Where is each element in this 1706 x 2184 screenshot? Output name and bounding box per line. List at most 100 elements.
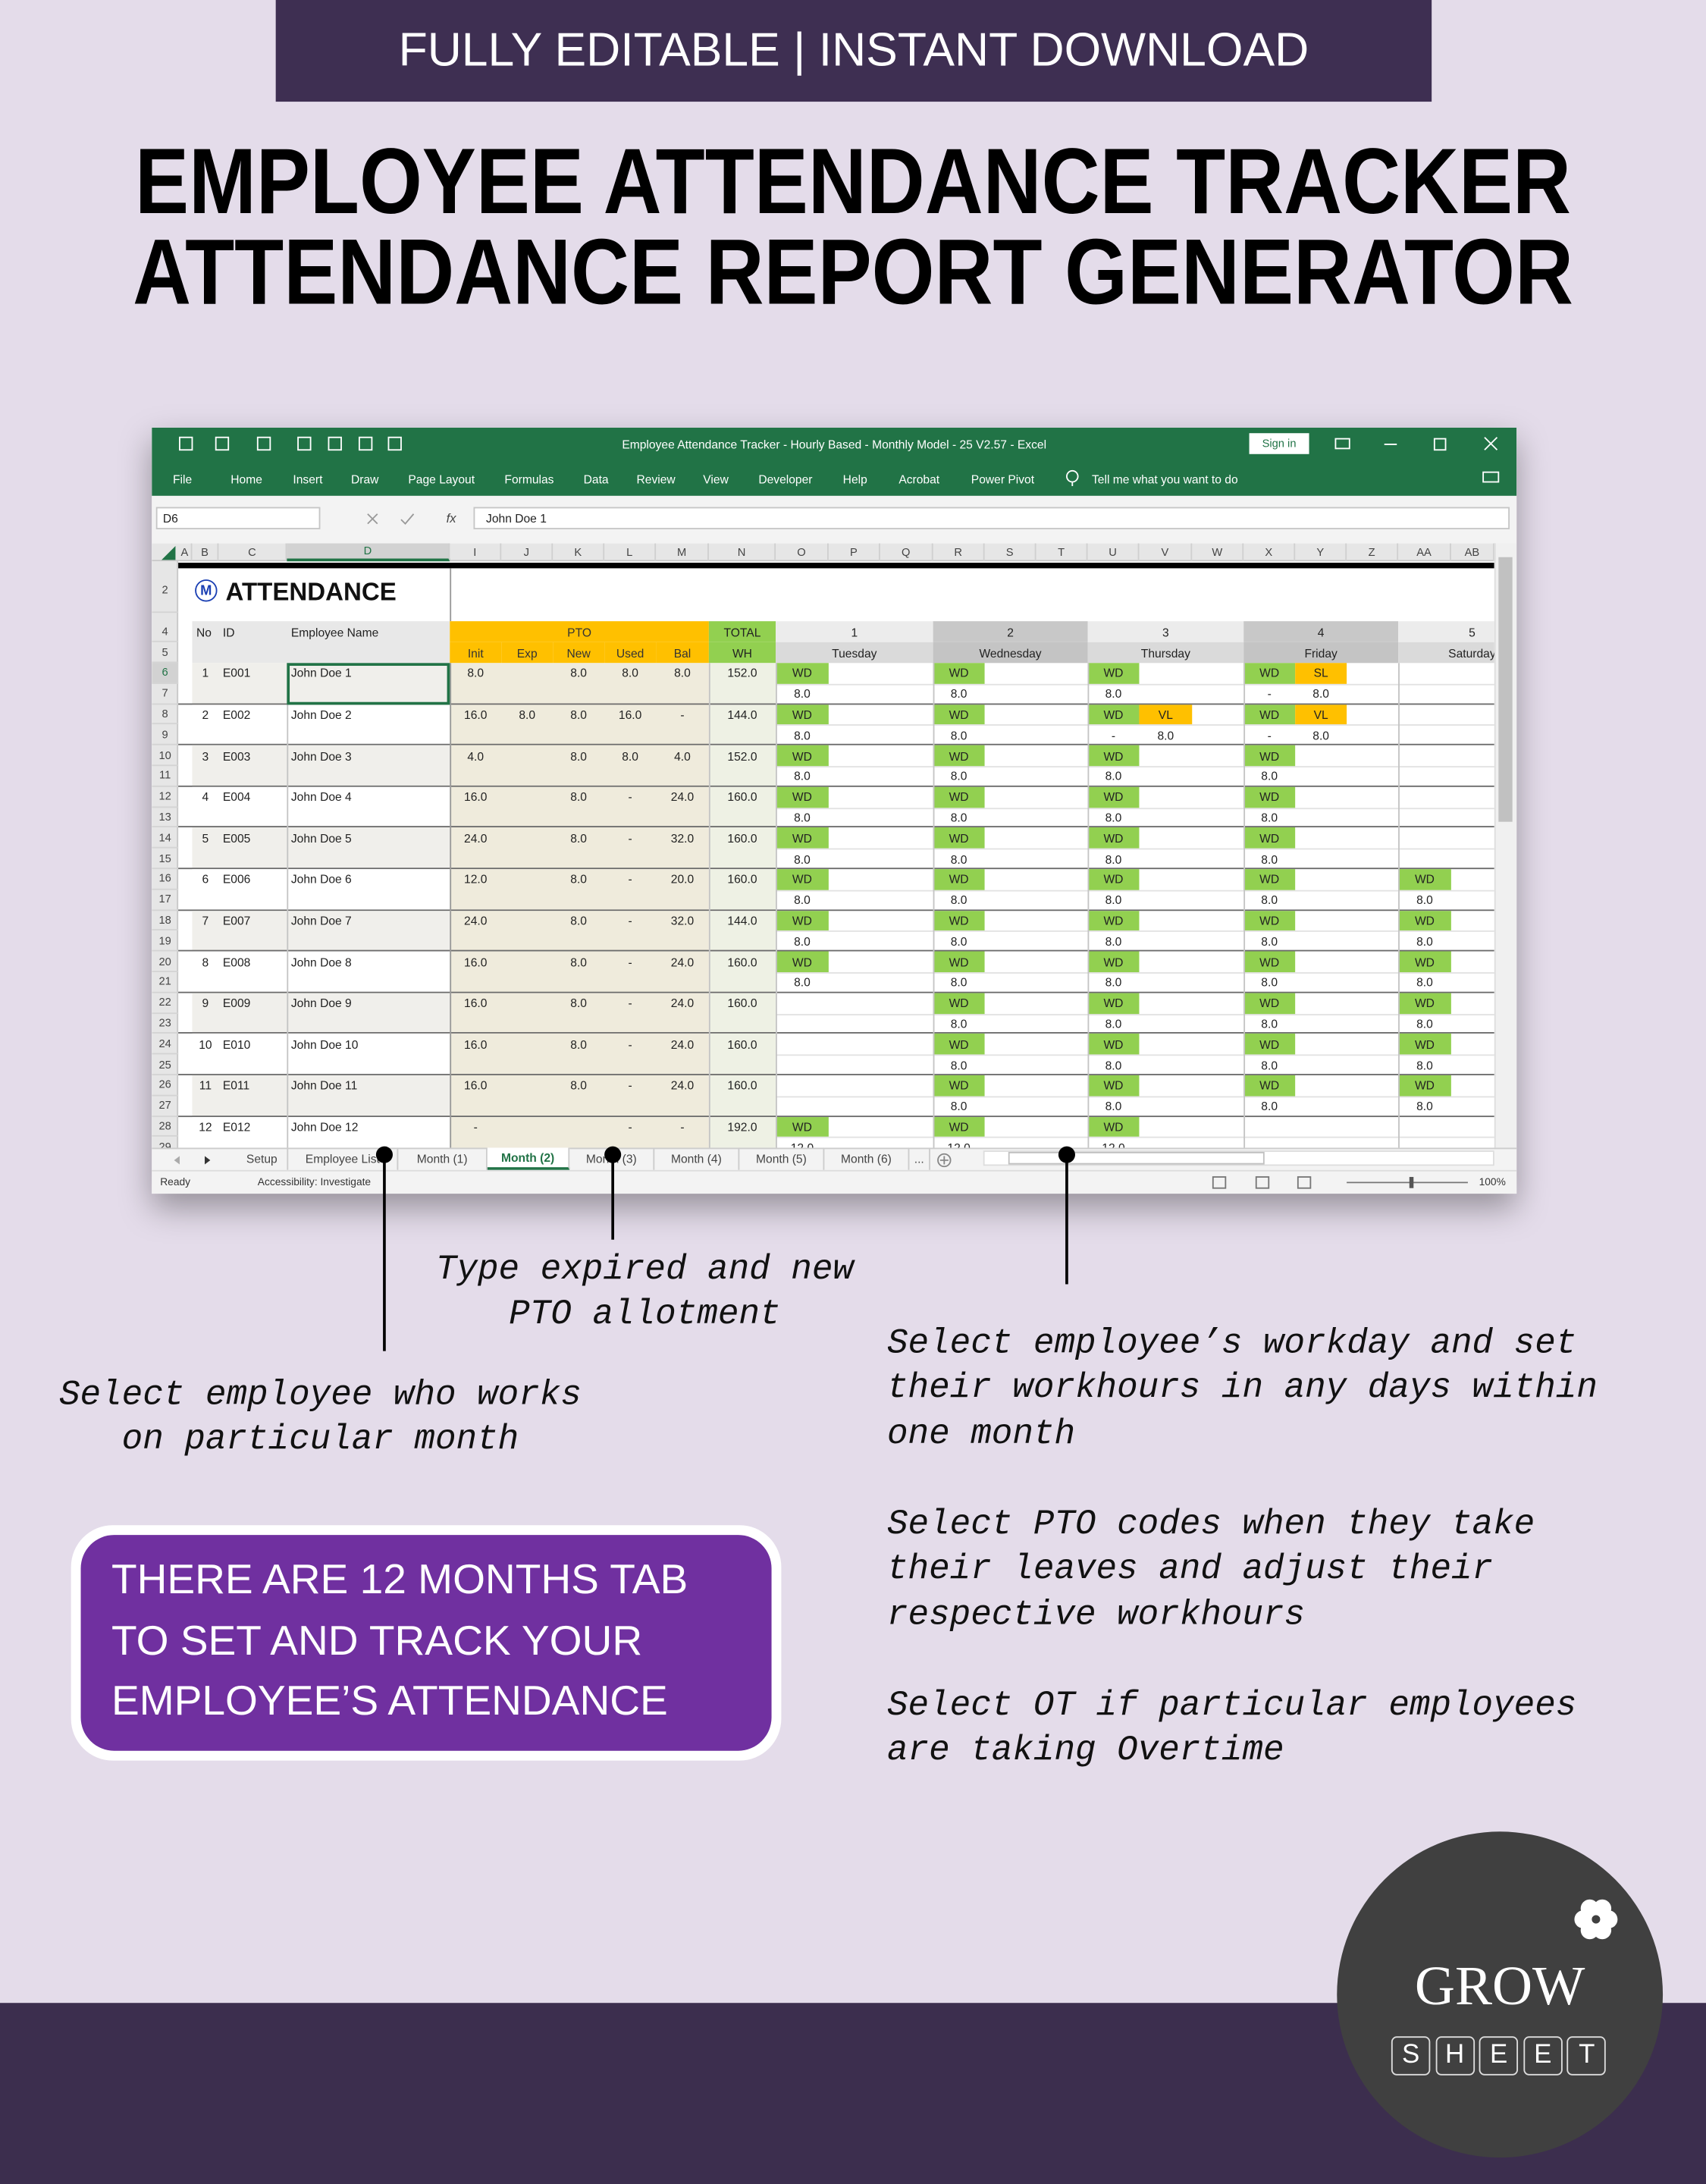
employee-bg: [192, 869, 450, 911]
pto-value: -: [680, 708, 685, 722]
employee-name: John Doe 2: [290, 708, 352, 722]
sheet-tab[interactable]: Month (5): [739, 1147, 825, 1170]
sheet-tab[interactable]: Employee List: [288, 1147, 399, 1170]
employee-no: 4: [202, 789, 209, 805]
pto-value: 8.0: [570, 831, 588, 846]
row-divider: [776, 1096, 1494, 1116]
row-header: 14: [152, 828, 179, 849]
total-wh: 160.0: [727, 996, 757, 1010]
column-divider: [708, 993, 710, 1034]
leave-hours: 8.0: [1312, 728, 1329, 742]
logo-flower: [1571, 1894, 1621, 1944]
pto-value: 32.0: [670, 831, 695, 846]
work-code: WD: [776, 786, 829, 808]
banner: FULLY EDITABLE | INSTANT DOWNLOAD: [275, 0, 1432, 102]
day-number: 5: [1398, 621, 1494, 642]
employee-id: E010: [222, 1037, 251, 1052]
pto-bg: [450, 663, 709, 704]
work-code: WD: [1087, 786, 1140, 808]
logo-letter: S: [1391, 2036, 1431, 2076]
row-header: 27: [152, 1096, 179, 1117]
pto-value: 8.0: [570, 913, 588, 928]
sheet-tab[interactable]: Month (2): [487, 1147, 570, 1170]
column-divider: [1087, 1075, 1090, 1117]
work-hours: 8.0: [794, 686, 811, 701]
sheet-tab[interactable]: ...: [909, 1147, 930, 1170]
row-header: 8: [152, 704, 179, 725]
column-divider: [1087, 1034, 1090, 1075]
column-divider: [1398, 1075, 1400, 1117]
menu-item[interactable]: Draw: [351, 471, 379, 486]
weekday: Friday: [1243, 642, 1399, 664]
pto-value: 16.0: [618, 708, 642, 722]
pto-value: -: [628, 872, 632, 886]
employee-no: 10: [199, 1037, 212, 1052]
sheet-tab[interactable]: Month (6): [824, 1147, 910, 1170]
pto-value: 8.0: [570, 955, 588, 969]
total-wh: 152.0: [727, 666, 757, 681]
total-wh: 152.0: [727, 748, 757, 763]
total-bg: [708, 745, 776, 787]
column-divider: [450, 1116, 452, 1148]
employee-name: John Doe 1: [290, 666, 352, 681]
menu-item[interactable]: Acrobat: [898, 471, 940, 486]
total-wh: 144.0: [727, 913, 757, 928]
work-code: WD: [1398, 1034, 1451, 1055]
work-hours: 8.0: [794, 852, 811, 866]
leave-code: VL: [1139, 704, 1193, 725]
wh-header: WH: [708, 642, 776, 664]
menu-item[interactable]: Formulas: [504, 471, 554, 486]
sheet-tab[interactable]: Setup: [237, 1147, 289, 1170]
horizontal-thumb: [1008, 1151, 1265, 1165]
column-divider: [1087, 704, 1090, 745]
employee-bg: [192, 1034, 450, 1075]
row-header: 19: [152, 931, 179, 952]
menu-item[interactable]: Home: [230, 471, 262, 486]
title-line: ATTENDANCE REPORT GENERATOR: [133, 219, 1573, 324]
annotation-note: their workhours in any days within: [887, 1367, 1598, 1408]
menu-item[interactable]: Developer: [758, 471, 813, 486]
employee-name: John Doe 3: [290, 748, 352, 763]
total-bg: [708, 704, 776, 745]
sheet-tab[interactable]: Month (1): [398, 1147, 488, 1170]
sign-in-button[interactable]: Sign in: [1249, 433, 1309, 454]
column-header: Q: [880, 543, 933, 562]
formula-icons: [361, 510, 459, 526]
work-code: WD: [933, 1075, 985, 1097]
work-code: WD: [1398, 1075, 1451, 1097]
work-code: WD: [1243, 869, 1296, 890]
pto-value: -: [628, 1078, 632, 1093]
menu-item[interactable]: Insert: [293, 471, 323, 486]
menu-item[interactable]: Power Pivot: [971, 471, 1035, 486]
work-hours: 8.0: [794, 810, 811, 825]
menu-item[interactable]: File: [173, 471, 193, 486]
sheet-tab[interactable]: Month (4): [654, 1147, 740, 1170]
row-divider: [776, 1137, 1494, 1147]
total-bg: [708, 663, 776, 704]
menu-item[interactable]: Review: [636, 471, 676, 486]
menu-item[interactable]: Help: [842, 471, 867, 486]
column-header: J: [501, 543, 554, 562]
work-hours: 8.0: [1261, 893, 1278, 908]
pto-bg: [450, 704, 709, 745]
pto-value: 16.0: [464, 1037, 488, 1052]
pto-value: 8.0: [519, 708, 536, 722]
column-divider: [776, 786, 777, 828]
menu-item[interactable]: View: [703, 471, 729, 486]
column-divider: [933, 869, 935, 911]
work-code: WD: [1243, 827, 1296, 849]
menu-item[interactable]: Data: [583, 471, 609, 486]
work-code: WD: [1087, 951, 1140, 973]
work-code: WD: [1243, 951, 1296, 973]
row-header-bar: [152, 561, 179, 1148]
column-divider: [1398, 993, 1400, 1034]
total-bg: [708, 827, 776, 870]
column-divider: [708, 869, 710, 911]
tell-me[interactable]: Tell me what you want to do: [1092, 471, 1238, 486]
work-hours: 8.0: [1261, 934, 1278, 949]
column-divider: [450, 745, 452, 787]
column-divider: [776, 827, 777, 870]
menu-item[interactable]: Page Layout: [408, 471, 475, 486]
column-divider: [450, 704, 452, 745]
column-divider: [776, 745, 777, 787]
